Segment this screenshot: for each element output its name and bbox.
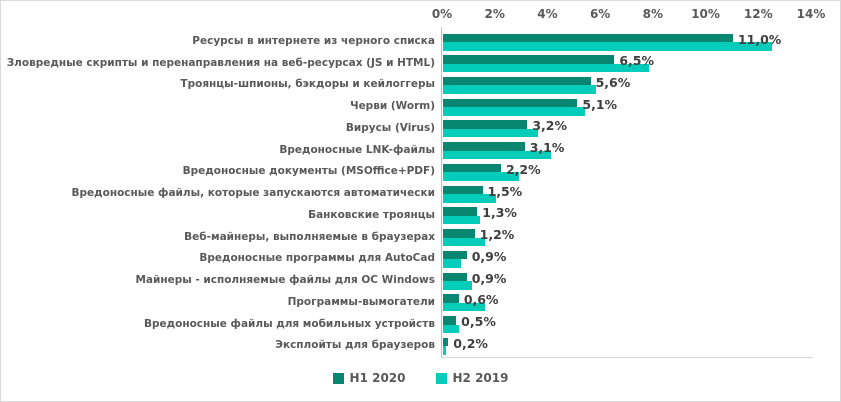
data-label-h1-2020: 11,0%: [737, 31, 782, 47]
category-label: Веб-майнеры, выполняемые в браузерах: [184, 230, 435, 243]
data-label-h1-2020: 0,5%: [461, 314, 496, 330]
bar-h2-2019: [443, 259, 462, 268]
data-label-h1-2020: 0,9%: [471, 270, 507, 286]
data-label-h1-2020: 6,5%: [619, 53, 654, 69]
bar-h2-2019: [443, 63, 649, 73]
category-label: Вредоносные файлы, которые запускаются а…: [71, 187, 436, 200]
x-axis-tick-10: 10%: [691, 7, 720, 21]
legend-entry-h2-2019: H2 2019: [435, 371, 509, 385]
data-label-h1-2020: 1,3%: [482, 205, 517, 221]
category-label: Майнеры - исполняемые файлы для ОС Windo…: [135, 274, 435, 287]
bar-h2-2019: [443, 215, 480, 225]
bar-h1-2020: [443, 142, 525, 151]
category-label: Вредоносные программы для AutoCad: [199, 252, 435, 265]
category-label: Зловредные скрипты и перенаправления на …: [6, 56, 435, 69]
legend-label-h2-2019: H2 2019: [452, 371, 509, 385]
data-label-h1-2020: 3,2%: [532, 118, 567, 134]
bar-h1-2020: [443, 229, 475, 238]
bar-h1-2020: [443, 294, 459, 303]
bar-h2-2019: [443, 42, 773, 51]
data-label-h1-2020: 5,1%: [582, 96, 618, 112]
bar-h2-2019: [443, 281, 472, 290]
legend-label-h1-2020: H1 2020: [349, 371, 406, 385]
category-label: Ресурсы в интернете из черного списка: [192, 35, 435, 47]
bar-h2-2019: [443, 302, 486, 312]
category-label: Вредоносные файлы для мобильных устройст…: [143, 317, 435, 330]
plot-bottom-line: [441, 357, 813, 358]
data-label-h1-2020: 5,6%: [595, 74, 631, 90]
legend: H1 2020 H2 2019: [1, 370, 840, 386]
bar-h1-2020: [443, 55, 615, 64]
bar-h2-2019: [443, 172, 520, 181]
legend-entry-h1-2020: H1 2020: [332, 371, 406, 385]
bar-h2-2019: [443, 194, 496, 203]
bar-h1-2020: [443, 185, 483, 195]
category-label: Банковские троянцы: [308, 208, 435, 221]
category-label: Вирусы (Virus): [345, 121, 435, 134]
bar-h2-2019: [443, 150, 552, 160]
value-axis-line: [441, 27, 442, 357]
bar-h1-2020: [443, 316, 457, 325]
x-axis-tick-12: 12%: [743, 7, 773, 21]
bar-h1-2020: [443, 120, 528, 129]
data-label-h1-2020: 1,5%: [487, 183, 523, 199]
category-label: Вредоносные документы (MSOffice+PDF): [182, 165, 435, 178]
bar-h1-2020: [443, 207, 478, 216]
data-label-h1-2020: 3,1%: [529, 140, 565, 156]
category-label: Эксплойты для браузеров: [275, 339, 435, 352]
bar-h2-2019: [443, 107, 586, 116]
legend-swatch-h2-2019: [435, 372, 447, 384]
bar-h1-2020: [443, 76, 591, 86]
x-axis-tick-0: 0%: [431, 7, 453, 21]
category-label: Вредоносные LNK-файлы: [279, 143, 435, 156]
category-label: Черви (Worm): [350, 100, 435, 113]
x-axis-tick-14: 14%: [796, 7, 826, 21]
bar-h2-2019: [443, 85, 596, 94]
x-axis-tick-4: 4%: [537, 7, 558, 21]
bar-h1-2020: [443, 33, 733, 42]
data-label-h1-2020: 0,9%: [471, 248, 507, 264]
x-axis-tick-6: 6%: [589, 7, 611, 21]
data-label-h1-2020: 1,2%: [479, 227, 515, 243]
bar-h1-2020: [443, 272, 467, 282]
x-axis-tick-8: 8%: [642, 7, 664, 21]
bar-h1-2020: [443, 337, 449, 347]
bar-h1-2020: [443, 98, 578, 108]
x-axis-tick-2: 2%: [484, 7, 505, 21]
data-label-h1-2020: 0,2%: [453, 335, 488, 351]
bar-h2-2019: [443, 346, 446, 355]
category-label: Программы-вымогатели: [287, 295, 435, 308]
bar-h2-2019: [443, 128, 538, 138]
legend-swatch-h1-2020: [332, 372, 344, 384]
bar-h2-2019: [443, 237, 486, 247]
bar-h1-2020: [443, 250, 467, 260]
category-label: Троянцы-шпионы, бэкдоры и кейлоггеры: [180, 78, 435, 91]
bar-h2-2019: [443, 324, 459, 334]
data-label-h1-2020: 2,2%: [505, 161, 541, 177]
data-label-h1-2020: 0,6%: [463, 292, 499, 308]
bar-h1-2020: [443, 163, 501, 173]
